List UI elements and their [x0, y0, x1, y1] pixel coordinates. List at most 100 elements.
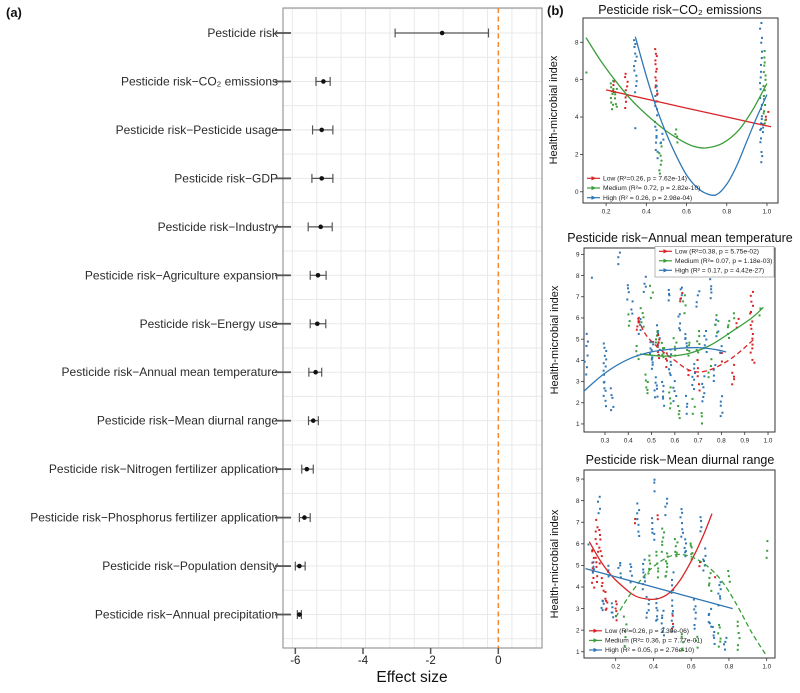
forest-row: Pesticide risk−Energy use	[140, 317, 327, 331]
scatter-plot-temperature: Pesticide risk−Annual mean temperature He…	[549, 231, 793, 445]
scatter-cluster-high	[661, 381, 666, 407]
scatter-cluster-low	[731, 363, 736, 386]
scatter-cluster-high	[633, 39, 638, 94]
estimate-point	[321, 79, 326, 84]
svg-text:0.8: 0.8	[722, 209, 731, 216]
scatter-cluster-high	[677, 313, 682, 332]
svg-text:7: 7	[576, 519, 580, 526]
scatter-cluster-high	[629, 563, 633, 584]
estimate-point	[315, 273, 321, 278]
legend: Low (R²=0.26, p = 2.30e-06) Medium (R²= 0…	[589, 628, 702, 654]
svg-text:1: 1	[576, 649, 580, 656]
legend-entry-medium: Medium (R²= 0.72, p = 2.82e-10)	[603, 185, 700, 192]
scatter-cluster-high	[670, 571, 675, 633]
svg-text:0.2: 0.2	[611, 664, 620, 671]
scatter-cluster-high	[636, 502, 641, 537]
legend-entry-medium: Medium (R²= 0.36, p = 7.77e-01)	[605, 638, 702, 645]
plot-frame	[582, 17, 779, 204]
svg-text:-6: -6	[290, 655, 300, 667]
forest-row: Pesticide risk−Pesticide usage	[116, 123, 334, 137]
row-label: Pesticide risk−CO₂ emissions	[121, 74, 278, 88]
scatter-cluster-high	[695, 290, 701, 308]
scatter-cluster-high	[600, 599, 605, 612]
panel-b-label: (b)	[547, 3, 564, 18]
scatter-cluster-medium	[700, 412, 703, 425]
scatter-cluster-high	[712, 364, 717, 382]
scatter-cluster-low	[687, 369, 690, 377]
forest-row: Pesticide risk	[207, 26, 490, 40]
legend: Low (R²=0.38, p = 5.75e-02) Medium (R²= 0…	[654, 246, 775, 278]
forest-row: Pesticide risk−Annual precipitation	[95, 608, 303, 622]
scatter-cluster-high	[672, 380, 678, 403]
scatter-cluster-high	[602, 342, 608, 408]
svg-text:-4: -4	[358, 655, 369, 667]
scatter-cluster-medium	[717, 624, 722, 648]
svg-text:0.8: 0.8	[717, 438, 726, 445]
scatter-cluster-medium	[762, 50, 767, 125]
forest-row: Pesticide risk−Nitrogen fertilizer appli…	[49, 462, 314, 476]
plot-frame	[282, 7, 543, 649]
scatter-cluster-high	[617, 562, 622, 579]
scatter-cluster-high	[653, 478, 656, 493]
scatter-cluster-high	[684, 333, 688, 348]
axes-ticks: 0.2 0.4 0.6 0.8 1.0 0 2 4 6 8	[575, 39, 772, 215]
scatter-cluster-high	[702, 547, 707, 572]
scatter-plot-diurnal: Pesticide risk−Mean diurnal range Health-…	[549, 453, 776, 671]
scatter-cluster-medium	[644, 373, 649, 395]
scatter-cluster-high	[683, 538, 687, 558]
svg-text:8: 8	[576, 273, 580, 280]
scatter-cluster-high	[583, 332, 589, 376]
y-axis-label: Health-microbial index	[549, 285, 561, 394]
scatter-cluster-high	[590, 276, 593, 279]
svg-text:1: 1	[576, 421, 580, 428]
forest-row: Pesticide risk−Annual mean temperature	[62, 365, 323, 379]
scatter-plot-co2: Pesticide risk−CO₂ emissions Health-micro…	[548, 3, 779, 216]
scatter-cluster-medium	[732, 312, 736, 320]
estimate-point	[304, 466, 310, 472]
scatter-cluster-high	[660, 609, 665, 637]
svg-text:0.6: 0.6	[687, 664, 696, 671]
svg-text:4: 4	[576, 358, 580, 365]
forest-row: Pesticide risk−Agriculture expansion	[85, 268, 327, 282]
svg-text:-2: -2	[426, 655, 436, 667]
svg-text:3: 3	[576, 379, 580, 386]
scatter-cluster-low	[656, 334, 661, 360]
scatter-cluster-low	[635, 316, 640, 331]
scatter-cluster-high	[653, 376, 659, 399]
scatter-cluster-low	[600, 577, 605, 592]
y-axis-label: Health-microbial index	[549, 509, 561, 618]
grid	[283, 8, 542, 648]
svg-text:3: 3	[576, 606, 580, 613]
legend: Low (R²=0.26, p = 7.62e-14) Medium (R²= 0…	[587, 176, 700, 202]
svg-text:0.6: 0.6	[670, 438, 679, 445]
row-label: Pesticide risk−Mean diurnal range	[97, 414, 278, 428]
scatter-cluster-medium	[682, 294, 687, 315]
fit-curve-high	[585, 567, 733, 610]
row-label: Pesticide risk−Phosphorus fertilizer app…	[30, 511, 278, 525]
scatter-cluster-medium	[639, 307, 645, 328]
legend-entry-low: Low (R²=0.38, p = 5.75e-02)	[675, 249, 759, 256]
scatter-cluster-low	[720, 352, 723, 363]
svg-text:6: 6	[575, 77, 579, 84]
svg-text:0.4: 0.4	[642, 209, 651, 216]
scatter-cluster-low	[634, 518, 637, 525]
svg-text:6: 6	[576, 541, 580, 548]
scatter-cluster-medium	[714, 314, 720, 334]
estimate-point	[315, 321, 320, 327]
forest-row: Pesticide risk−Industry	[158, 220, 333, 234]
scatter-cluster-medium	[668, 386, 672, 410]
legend-entry-high: High (R² = 0.17, p = 4.42e-27)	[675, 268, 764, 275]
plot-frame	[583, 469, 776, 659]
plot-frame	[583, 247, 776, 433]
scatter-points	[583, 251, 762, 425]
scatter-cluster-low	[604, 591, 609, 611]
scatter-cluster-high	[651, 517, 656, 541]
scatter-cluster-low	[751, 358, 756, 364]
scatter-cluster-high	[685, 394, 689, 415]
fit-curve-high	[634, 36, 768, 196]
scatter-cluster-medium	[677, 405, 681, 420]
scatter-cluster-medium	[695, 635, 699, 649]
row-label: Pesticide risk−Industry	[158, 220, 278, 234]
svg-text:8: 8	[575, 39, 579, 46]
